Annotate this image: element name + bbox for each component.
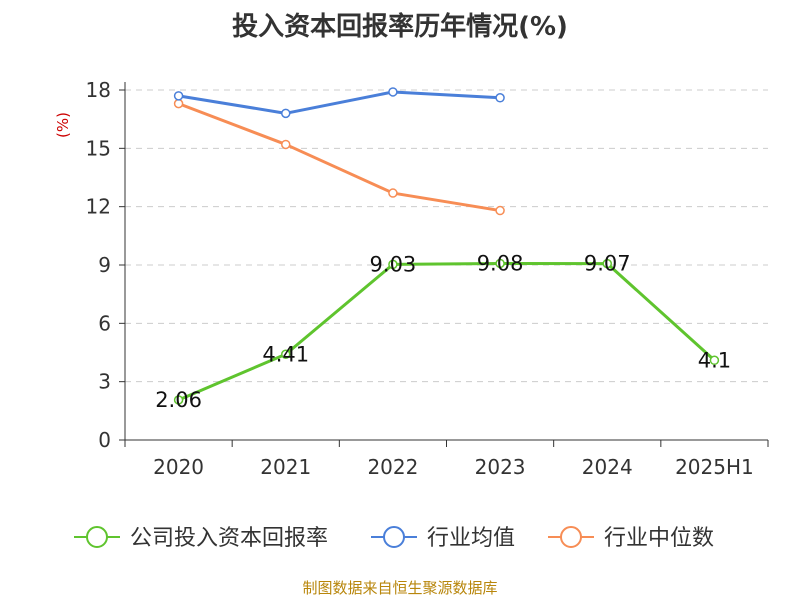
- data-label: 9.07: [584, 252, 631, 276]
- x-tick-label: 2025H1: [675, 455, 754, 479]
- legend-marker: [86, 526, 108, 548]
- x-tick-label: 2020: [153, 455, 204, 479]
- y-tick-label: 12: [86, 195, 111, 219]
- series-line: [177, 261, 716, 402]
- legend-marker: [560, 526, 582, 548]
- data-label: 4.1: [698, 348, 731, 372]
- x-tick-label: 2021: [260, 455, 311, 479]
- data-label: 2.06: [155, 388, 202, 412]
- series-line: [178, 102, 501, 213]
- y-axis-label: (%): [54, 112, 72, 138]
- x-tick-label: 2024: [582, 455, 633, 479]
- data-point: [281, 139, 291, 150]
- series-line: [178, 90, 501, 115]
- y-tick-label: 3: [98, 370, 111, 394]
- data-point: [281, 349, 291, 359]
- chart-title: 投入资本回报率历年情况(%): [232, 12, 568, 42]
- data-label: 4.41: [262, 342, 309, 366]
- legend-marker: [383, 526, 405, 548]
- x-tick-label: 2022: [367, 455, 418, 479]
- data-point: [495, 93, 505, 103]
- legend-label: 行业中位数: [604, 526, 714, 551]
- y-tick-label: 6: [98, 311, 111, 335]
- data-label: 9.03: [370, 252, 417, 276]
- data-label: 9.08: [477, 251, 524, 275]
- y-tick-label: 9: [98, 253, 111, 277]
- y-tick-label: 0: [98, 428, 111, 452]
- legend-label: 行业均值: [427, 526, 515, 551]
- data-point: [173, 91, 184, 101]
- data-point: [173, 98, 184, 109]
- y-tick-label: 18: [86, 78, 111, 102]
- data-point: [388, 188, 398, 198]
- data-point: [495, 258, 505, 269]
- data-point: [495, 205, 505, 216]
- data-point: [602, 258, 612, 269]
- data-point: [173, 395, 184, 405]
- data-point: [709, 355, 720, 366]
- data-point: [281, 108, 291, 119]
- data-point: [388, 259, 398, 270]
- source-note: 制图数据来自恒生聚源数据库: [302, 579, 498, 597]
- data-point: [388, 87, 398, 97]
- y-tick-label: 15: [86, 136, 111, 160]
- legend-label: 公司投入资本回报率: [130, 526, 328, 551]
- x-tick-label: 2023: [475, 455, 526, 479]
